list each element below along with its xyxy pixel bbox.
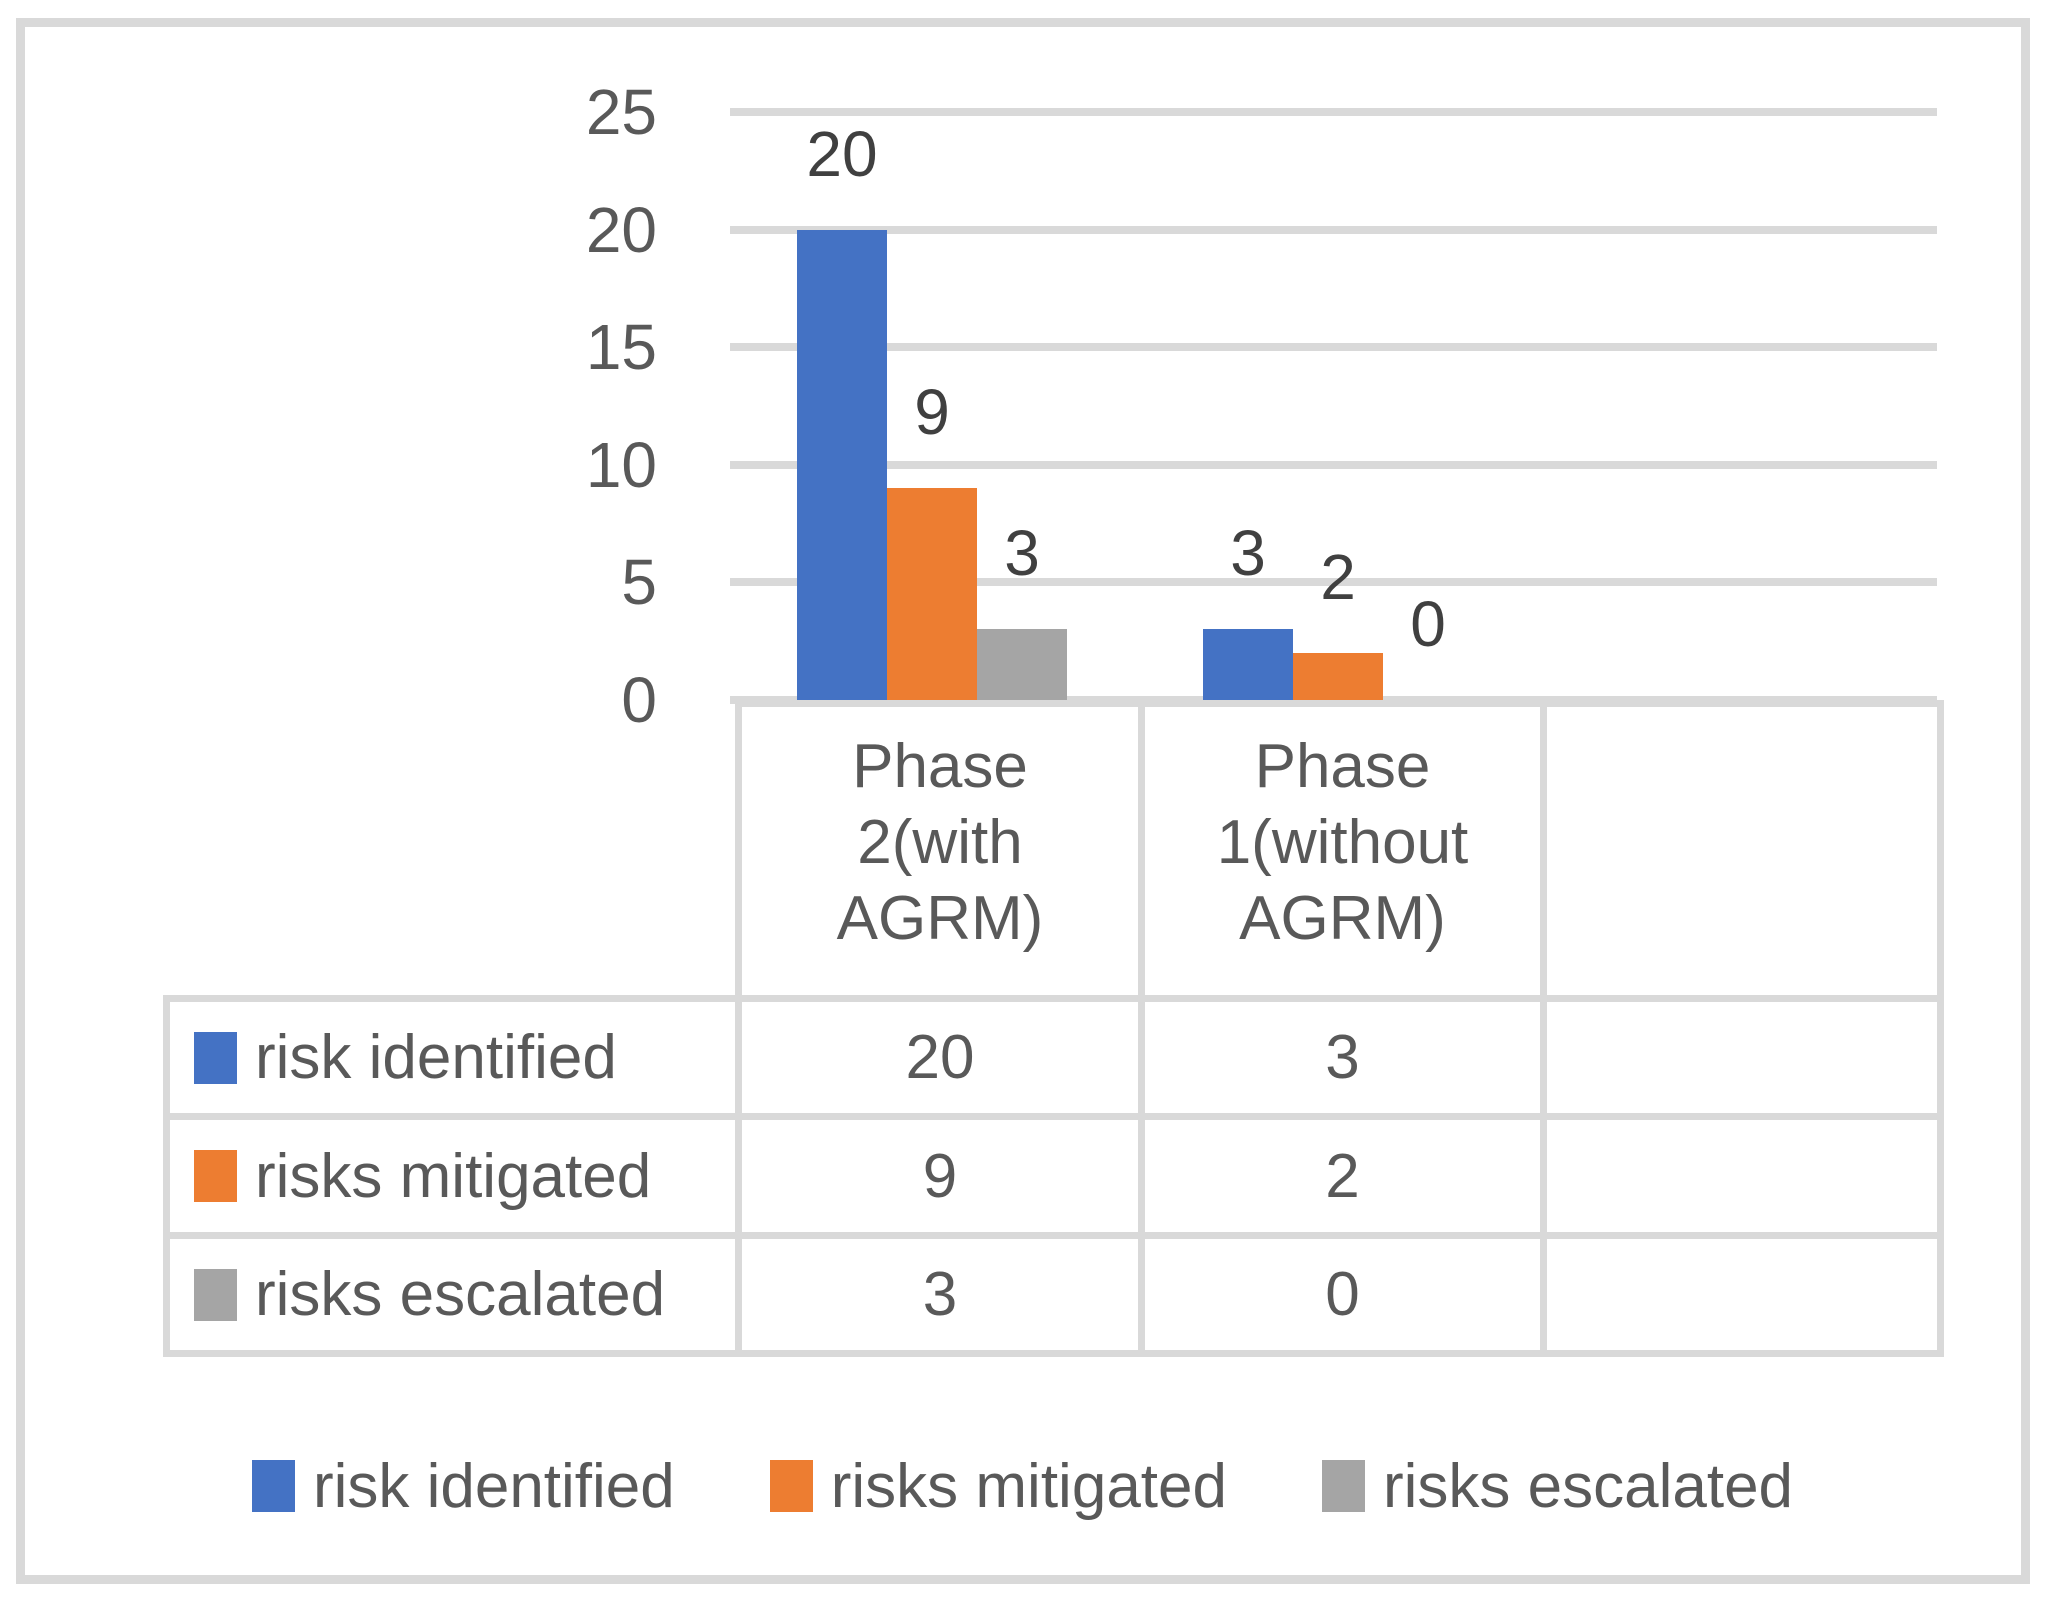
category-label-line: 2(with	[857, 808, 1023, 877]
y-axis-tick-label: 15	[585, 311, 657, 383]
bar-risk-identified-phase-1	[1203, 629, 1293, 700]
legend-item-risks-mitigated: risks mitigated	[769, 1451, 1227, 1522]
legend-key-icon	[769, 1460, 813, 1512]
series-name: risks mitigated	[255, 1141, 652, 1211]
legend-item-risk-identified: risk identified	[251, 1451, 675, 1522]
legend-label: risk identified	[312, 1451, 675, 1521]
legend-label: risks mitigated	[830, 1451, 1227, 1521]
value-cell: 0	[1138, 1232, 1547, 1357]
category-header-phase-2-with-agrm: Phase 2(with AGRM)	[735, 700, 1145, 1002]
bar-risks-mitigated-phase-2	[887, 488, 977, 700]
y-axis-tick-label: 10	[585, 429, 657, 501]
y-axis-tick-label: 0	[621, 664, 657, 736]
data-label-risks-escalated-phase-2: 3	[1004, 517, 1040, 589]
value-cell-empty	[1540, 995, 1944, 1120]
legend-key-icon	[1321, 1460, 1365, 1512]
value-cell-empty	[1540, 1113, 1944, 1239]
gridline	[730, 343, 1937, 351]
bar-risks-escalated-phase-2	[977, 629, 1067, 700]
value-cell: 3	[1138, 995, 1547, 1120]
table-corner-blank	[167, 704, 739, 999]
legend-label: risks escalated	[1382, 1451, 1794, 1521]
value-cell: 9	[735, 1113, 1145, 1239]
y-axis-tick-label: 5	[621, 546, 657, 618]
category-label-line: AGRM)	[1239, 884, 1446, 953]
legend-key-icon	[194, 1268, 237, 1321]
y-axis-tick-label: 25	[585, 76, 657, 148]
category-label-line: Phase	[1254, 732, 1431, 801]
data-label-risks-mitigated-phase-2: 9	[914, 376, 950, 448]
series-label-cell: risk identified	[163, 995, 742, 1120]
legend-item-risks-escalated: risks escalated	[1321, 1451, 1794, 1522]
gridline	[730, 461, 1937, 469]
category-header-phase-1-without-agrm: Phase 1(without AGRM)	[1138, 700, 1547, 1002]
bar-risks-mitigated-phase-1	[1293, 653, 1383, 700]
legend-key-icon	[194, 1150, 237, 1202]
category-label-line: AGRM)	[836, 884, 1044, 953]
series-label-cell: risks escalated	[163, 1232, 742, 1357]
data-label-risks-mitigated-phase-1: 2	[1320, 541, 1356, 613]
value-cell-empty	[1540, 1232, 1944, 1357]
series-label-cell: risks mitigated	[163, 1113, 742, 1239]
data-label-risk-identified-phase-2: 20	[806, 118, 878, 190]
gridline	[730, 226, 1937, 234]
gridline	[730, 696, 1937, 704]
data-label-risks-escalated-phase-1: 0	[1410, 588, 1446, 660]
y-axis-tick-label: 20	[585, 194, 657, 266]
series-name: risks escalated	[255, 1260, 666, 1329]
category-label-line: 1(without	[1216, 808, 1469, 877]
bar-risk-identified-phase-2	[797, 230, 887, 700]
legend-key-icon	[194, 1031, 237, 1084]
value-cell: 20	[735, 995, 1145, 1120]
data-table: Phase 2(with AGRM) Phase 1(without AGRM)…	[163, 700, 1944, 1357]
data-label-risk-identified-phase-1: 3	[1230, 517, 1266, 589]
category-label-line: Phase	[852, 732, 1028, 801]
value-cell: 3	[735, 1232, 1145, 1357]
gridline	[730, 578, 1937, 586]
chart-legend: risk identified risks mitigated risks es…	[17, 1438, 2028, 1534]
series-name: risk identified	[255, 1023, 617, 1092]
gridline	[730, 108, 1937, 116]
category-header-empty	[1540, 700, 1944, 1002]
legend-key-icon	[251, 1460, 295, 1512]
value-cell: 2	[1138, 1113, 1547, 1239]
